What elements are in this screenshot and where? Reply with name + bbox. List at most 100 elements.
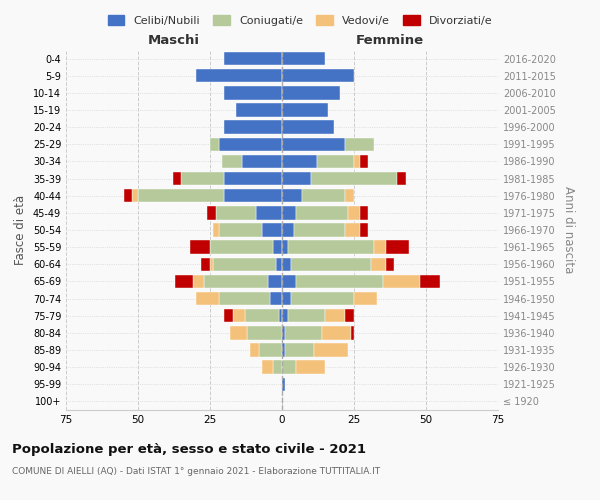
Bar — [218, 292, 271, 306]
Bar — [302, 189, 346, 202]
Bar — [383, 274, 420, 288]
Bar — [282, 292, 290, 306]
Bar — [233, 309, 245, 322]
Bar — [282, 258, 290, 271]
Bar — [262, 224, 282, 236]
Bar — [279, 309, 282, 322]
Bar — [282, 206, 296, 220]
Bar — [374, 240, 386, 254]
Bar — [224, 309, 233, 322]
Bar — [138, 189, 224, 202]
Bar — [346, 309, 354, 322]
Bar — [204, 274, 268, 288]
Bar — [282, 360, 296, 374]
Bar — [282, 274, 296, 288]
Bar — [210, 258, 213, 271]
Bar — [325, 309, 346, 322]
Bar — [285, 326, 322, 340]
Bar — [311, 172, 397, 186]
Bar — [282, 154, 317, 168]
Bar — [282, 86, 340, 100]
Bar — [202, 258, 210, 271]
Y-axis label: Anni di nascita: Anni di nascita — [562, 186, 575, 274]
Bar — [268, 274, 282, 288]
Bar — [181, 172, 224, 186]
Bar — [274, 360, 282, 374]
Bar — [224, 86, 282, 100]
Bar — [250, 344, 259, 356]
Bar — [175, 274, 193, 288]
Bar — [371, 258, 386, 271]
Bar — [218, 138, 282, 151]
Bar — [221, 154, 242, 168]
Bar — [282, 344, 285, 356]
Y-axis label: Fasce di età: Fasce di età — [14, 195, 27, 265]
Text: COMUNE DI AIELLI (AQ) - Dati ISTAT 1° gennaio 2021 - Elaborazione TUTTITALIA.IT: COMUNE DI AIELLI (AQ) - Dati ISTAT 1° ge… — [12, 468, 380, 476]
Bar — [282, 120, 334, 134]
Bar — [296, 360, 325, 374]
Bar — [346, 224, 360, 236]
Bar — [360, 206, 368, 220]
Bar — [271, 292, 282, 306]
Bar — [276, 258, 282, 271]
Bar — [173, 172, 181, 186]
Bar — [124, 189, 132, 202]
Bar — [196, 292, 218, 306]
Bar — [247, 326, 282, 340]
Bar — [256, 206, 282, 220]
Bar — [282, 189, 302, 202]
Bar — [282, 69, 354, 82]
Bar — [210, 240, 274, 254]
Bar — [288, 309, 325, 322]
Bar — [282, 172, 311, 186]
Legend: Celibi/Nubili, Coniugati/e, Vedovi/e, Divorziati/e: Celibi/Nubili, Coniugati/e, Vedovi/e, Di… — [103, 10, 497, 30]
Bar — [348, 206, 360, 220]
Bar — [230, 326, 247, 340]
Bar — [242, 154, 282, 168]
Bar — [213, 258, 276, 271]
Bar — [322, 326, 351, 340]
Bar — [282, 104, 328, 117]
Bar — [224, 52, 282, 66]
Bar — [282, 240, 288, 254]
Text: Popolazione per età, sesso e stato civile - 2021: Popolazione per età, sesso e stato civil… — [12, 442, 366, 456]
Bar — [224, 172, 282, 186]
Bar — [236, 104, 282, 117]
Bar — [190, 240, 210, 254]
Bar — [386, 258, 394, 271]
Bar — [354, 154, 360, 168]
Bar — [346, 189, 354, 202]
Bar — [285, 344, 314, 356]
Bar — [259, 344, 282, 356]
Bar — [360, 154, 368, 168]
Bar — [196, 69, 282, 82]
Bar — [420, 274, 440, 288]
Bar — [282, 378, 285, 391]
Bar — [193, 274, 204, 288]
Bar — [282, 52, 325, 66]
Bar — [288, 240, 374, 254]
Bar — [245, 309, 279, 322]
Bar — [386, 240, 409, 254]
Bar — [293, 224, 346, 236]
Bar — [282, 309, 288, 322]
Bar — [397, 172, 406, 186]
Bar — [317, 154, 354, 168]
Bar — [207, 206, 216, 220]
Bar — [282, 326, 285, 340]
Bar — [282, 224, 293, 236]
Bar — [132, 189, 138, 202]
Bar — [351, 326, 354, 340]
Bar — [354, 292, 377, 306]
Bar — [290, 258, 371, 271]
Text: Maschi: Maschi — [148, 34, 200, 48]
Bar — [290, 292, 354, 306]
Bar — [224, 120, 282, 134]
Bar — [274, 240, 282, 254]
Bar — [296, 274, 383, 288]
Bar — [224, 189, 282, 202]
Bar — [296, 206, 348, 220]
Text: Femmine: Femmine — [356, 34, 424, 48]
Bar — [216, 206, 256, 220]
Bar — [210, 138, 218, 151]
